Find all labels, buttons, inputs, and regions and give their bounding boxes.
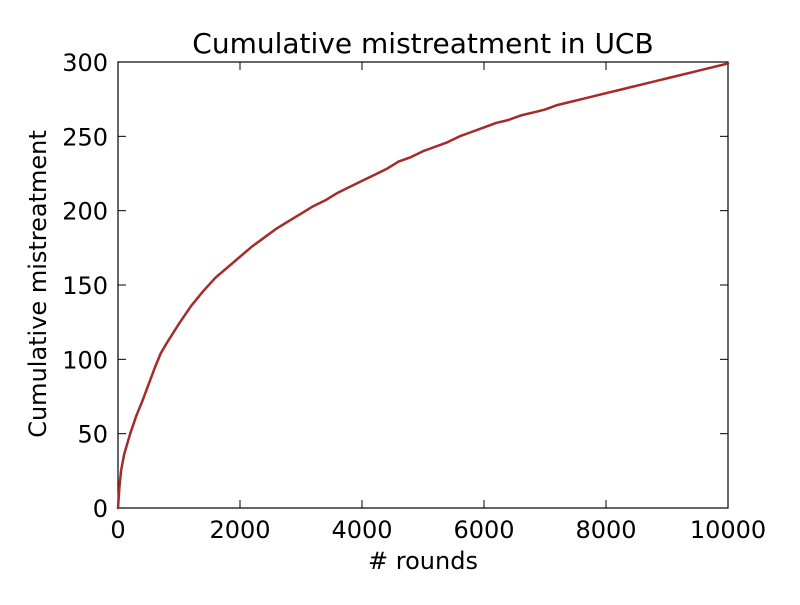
y-tick-label: 150 xyxy=(62,272,108,300)
x-tick-label: 6000 xyxy=(453,516,514,544)
y-tick-label: 250 xyxy=(62,123,108,151)
y-axis-label: Cumulative mistreatment xyxy=(24,130,52,438)
axis-ticks: 0 2000 4000 6000 8000 10000 0 50 100 150 200 250 300 xyxy=(62,49,766,544)
x-axis-label: # rounds xyxy=(368,547,478,575)
y-tick-label: 50 xyxy=(77,421,108,449)
plot-frame xyxy=(117,61,729,509)
y-tick-label: 100 xyxy=(62,346,108,374)
y-tick-label: 300 xyxy=(62,49,108,77)
y-tick-label: 200 xyxy=(62,198,108,226)
x-tick-label: 8000 xyxy=(575,516,636,544)
chart-title: Cumulative mistreatment in UCB xyxy=(192,27,653,60)
x-tick-label: 10000 xyxy=(690,516,766,544)
plot-area xyxy=(117,61,729,509)
series-line xyxy=(116,62,730,510)
x-tick-label: 2000 xyxy=(209,516,270,544)
x-tick-label: 4000 xyxy=(331,516,392,544)
x-tick-label: 0 xyxy=(110,516,125,544)
y-tick-label: 0 xyxy=(93,495,108,523)
series-layer xyxy=(116,62,730,510)
